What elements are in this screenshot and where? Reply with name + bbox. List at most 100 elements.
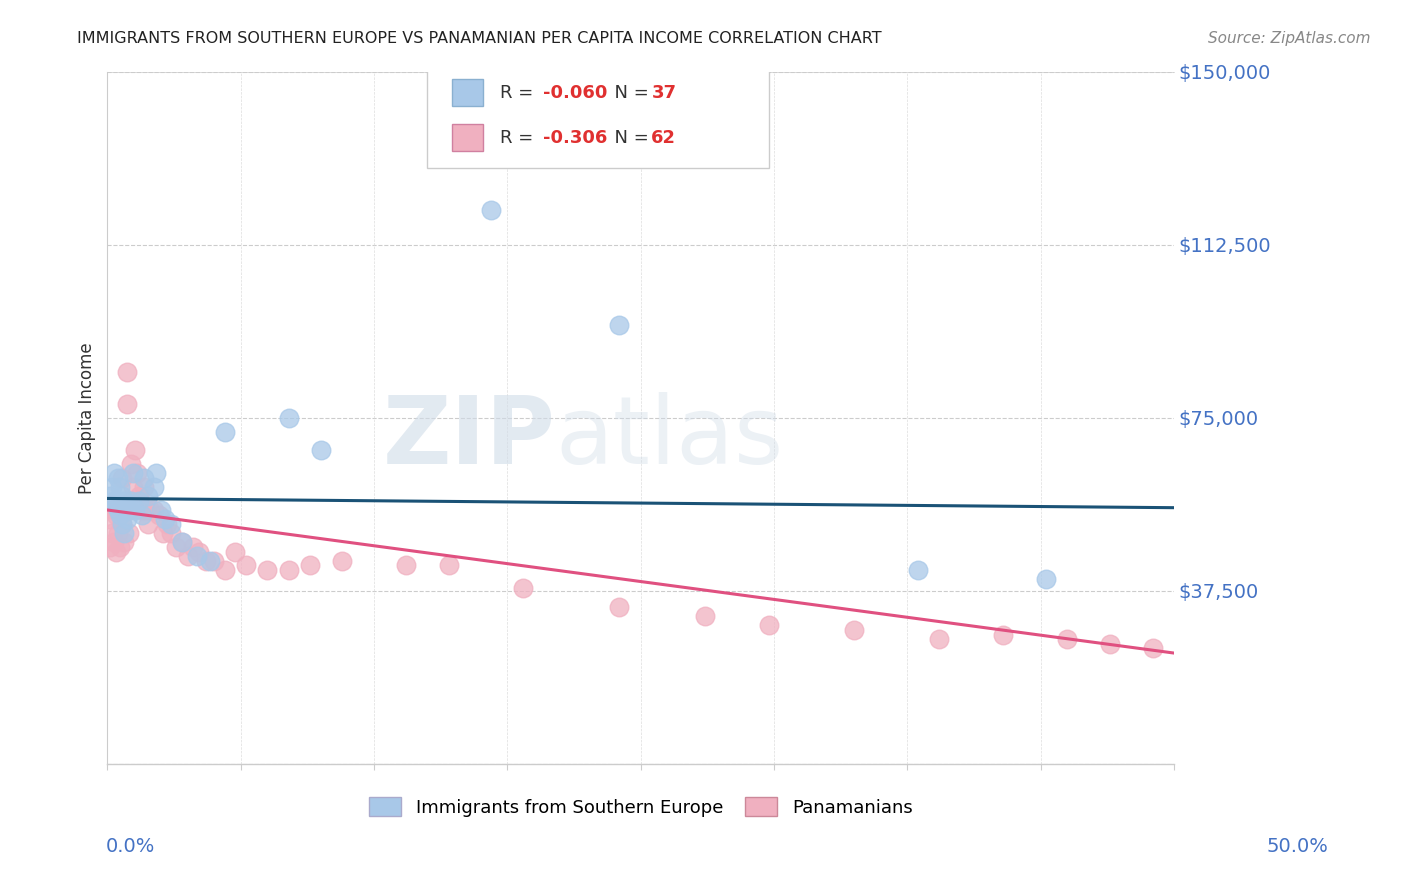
Point (104, 499, 127, 513)
Point (143, 503, 166, 517)
Point (127, 466, 149, 480)
Text: 37: 37 (651, 84, 676, 102)
Point (122, 466, 145, 480)
Point (100, 499, 122, 513)
Point (170, 535, 193, 549)
Point (107, 471, 129, 485)
Point (165, 540, 187, 554)
Text: Source: ZipAtlas.com: Source: ZipAtlas.com (1208, 31, 1371, 46)
Point (299, 558, 322, 573)
Point (120, 493, 142, 508)
Point (609, 318, 631, 333)
Point (152, 526, 174, 541)
Point (202, 554, 225, 568)
Point (131, 503, 153, 517)
Point (103, 493, 125, 508)
Point (111, 471, 134, 485)
Text: -0.060: -0.060 (543, 84, 607, 102)
Point (277, 563, 299, 577)
Point (149, 503, 172, 517)
Point (214, 425, 236, 439)
Point (100, 480, 122, 494)
Point (437, 558, 460, 573)
Legend: Immigrants from Southern Europe, Panamanians: Immigrants from Southern Europe, Panaman… (361, 790, 920, 824)
Point (136, 489, 159, 503)
Point (115, 365, 138, 379)
Point (132, 480, 155, 494)
Text: IMMIGRANTS FROM SOUTHERN EUROPE VS PANAMANIAN PER CAPITA INCOME CORRELATION CHAR: IMMIGRANTS FROM SOUTHERN EUROPE VS PANAM… (77, 31, 882, 46)
Text: R =: R = (501, 84, 538, 102)
Point (135, 503, 157, 517)
Point (104, 508, 127, 522)
Point (842, 623, 865, 637)
Point (114, 526, 136, 541)
Point (139, 503, 162, 517)
Point (156, 516, 179, 531)
Point (309, 442, 332, 457)
FancyBboxPatch shape (451, 79, 482, 106)
Point (928, 632, 950, 647)
Point (907, 563, 929, 577)
Point (107, 503, 129, 517)
Point (148, 508, 170, 522)
Point (214, 563, 236, 577)
Point (177, 549, 200, 563)
Point (103, 535, 125, 549)
FancyBboxPatch shape (451, 125, 482, 152)
Y-axis label: Per Capita Income: Per Capita Income (79, 342, 96, 493)
Point (186, 549, 208, 563)
Point (395, 558, 418, 573)
Text: 50.0%: 50.0% (1267, 837, 1329, 855)
Point (136, 516, 159, 531)
Point (609, 599, 631, 614)
Text: atlas: atlas (555, 392, 783, 484)
Point (194, 554, 217, 568)
Point (108, 508, 131, 522)
Point (128, 493, 150, 508)
Point (512, 582, 534, 596)
Point (143, 480, 166, 494)
Point (1098, 637, 1121, 651)
Point (108, 540, 131, 554)
Text: ZIP: ZIP (382, 392, 555, 484)
Point (108, 503, 131, 517)
Point (107, 503, 129, 517)
Point (115, 512, 138, 526)
Point (103, 466, 125, 480)
Point (124, 503, 146, 517)
Point (108, 480, 131, 494)
Text: 62: 62 (651, 128, 676, 146)
Point (198, 554, 221, 568)
Text: R =: R = (501, 128, 538, 146)
Point (103, 503, 125, 517)
Point (114, 535, 136, 549)
Point (118, 526, 141, 541)
Point (100, 526, 122, 541)
Point (479, 202, 502, 217)
Point (330, 554, 353, 568)
Text: -0.306: -0.306 (543, 128, 607, 146)
Point (120, 493, 142, 508)
Point (98, 540, 121, 554)
Point (111, 489, 134, 503)
Point (170, 535, 193, 549)
Point (122, 480, 145, 494)
Point (188, 544, 211, 558)
Point (277, 410, 299, 425)
Point (693, 609, 716, 624)
Point (115, 397, 138, 411)
Point (114, 493, 136, 508)
Point (1035, 572, 1057, 586)
Point (98, 489, 121, 503)
Point (104, 544, 127, 558)
Text: N =: N = (603, 84, 655, 102)
Point (758, 618, 780, 632)
Point (114, 503, 136, 517)
Point (160, 526, 183, 541)
Point (124, 442, 146, 457)
Point (128, 489, 150, 503)
FancyBboxPatch shape (427, 64, 769, 169)
Point (98, 512, 121, 526)
Point (1056, 632, 1078, 647)
Point (111, 516, 134, 531)
